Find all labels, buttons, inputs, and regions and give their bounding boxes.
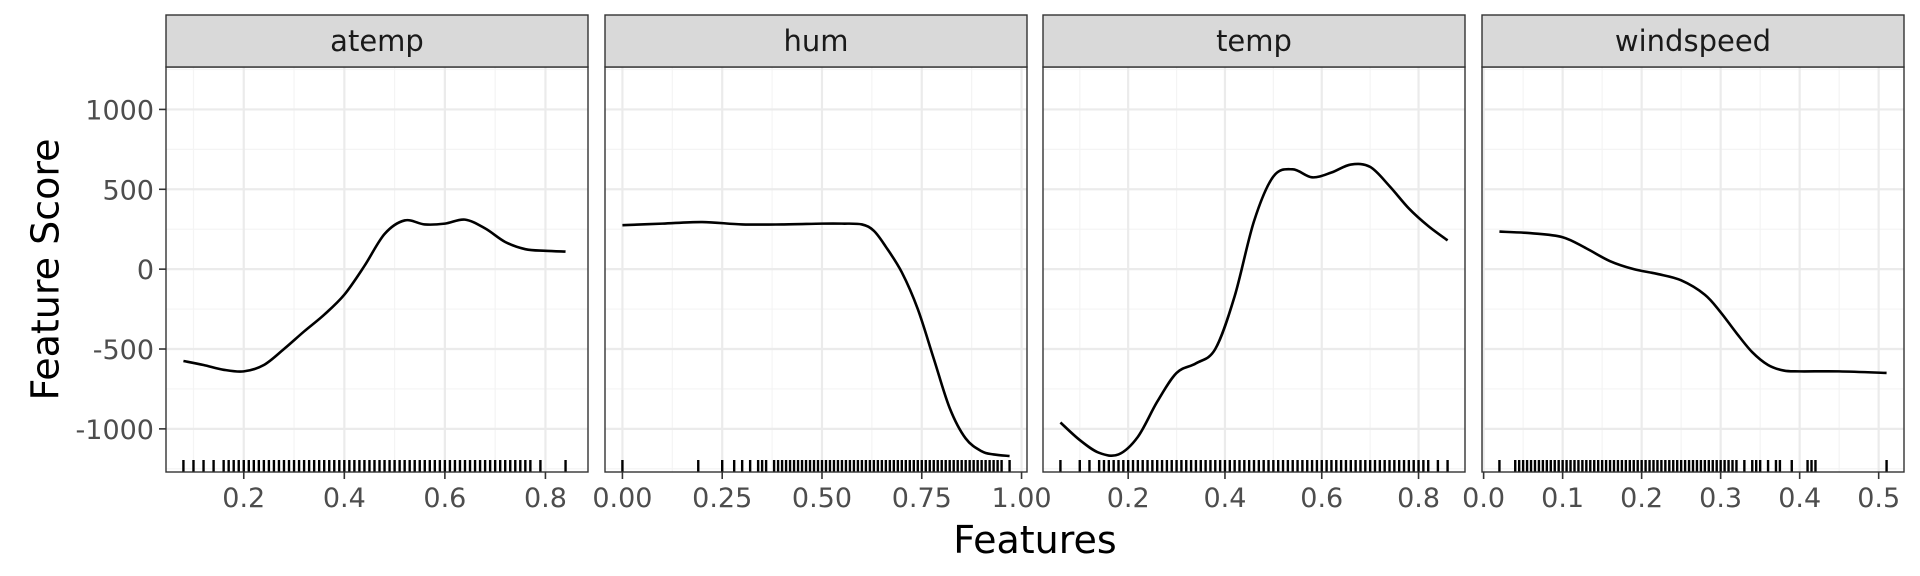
x-tick-label: 0.2 [1620,483,1663,514]
x-tick-label: 0.4 [1778,483,1821,514]
panel-windspeed: windspeed 0.0 0.1 0.2 0.3 0.4 0.5 [1462,14,1905,514]
x-tick-label: 0.25 [692,483,752,514]
series-line-hum [622,220,1010,458]
facet-label: atemp [330,24,424,58]
x-axis-title: Features [953,518,1116,562]
x-tick-label: 0.75 [892,483,952,514]
y-tick-label: 1000 [85,95,154,126]
x-tick-label: 0.50 [792,483,852,514]
x-tick-label: 0.0 [1462,483,1505,514]
facet-strip [165,14,589,68]
y-axis-title: Feature Score [23,138,67,400]
x-tick-label: 1.00 [991,483,1051,514]
panel-temp: temp 0.2 0.4 0.6 0.8 [1042,14,1466,514]
panels-layer: atemp 0.2 0.4 0.6 0.8 hum 0.00 0.25 0.50 0.75 1.00… [165,14,1905,514]
panel-atemp: atemp 0.2 0.4 0.6 0.8 [165,14,589,514]
x-tick-label: 0.5 [1857,483,1900,514]
facet-strip [1042,14,1466,68]
facet-label: temp [1216,24,1292,58]
y-tick-label: -1000 [76,415,154,446]
x-tick-label: 0.00 [592,483,652,514]
x-tick-label: 0.4 [323,483,366,514]
series-line-temp [1059,162,1449,458]
y-tick-label: -500 [93,335,154,366]
facet-label: windspeed [1615,24,1771,58]
series-line-windspeed [1499,230,1887,375]
panel-hum: hum 0.00 0.25 0.50 0.75 1.00 [592,14,1052,514]
x-tick-label: 0.6 [1300,483,1343,514]
facet-label: hum [783,24,848,58]
x-tick-label: 0.8 [1397,483,1440,514]
x-tick-label: 0.4 [1203,483,1246,514]
facet-strip [604,14,1028,68]
y-tick-label: 500 [102,175,154,206]
x-tick-label: 0.8 [524,483,567,514]
facet-strip [1481,14,1905,68]
x-tick-label: 0.2 [1107,483,1150,514]
y-tick-label: 0 [137,255,154,286]
series-line-atemp [183,218,566,373]
x-tick-label: 0.2 [222,483,265,514]
x-tick-label: 0.1 [1541,483,1584,514]
x-tick-label: 0.3 [1699,483,1742,514]
x-tick-label: 0.6 [423,483,466,514]
y-axis: 1000 500 0 -500 -1000 [76,95,166,446]
